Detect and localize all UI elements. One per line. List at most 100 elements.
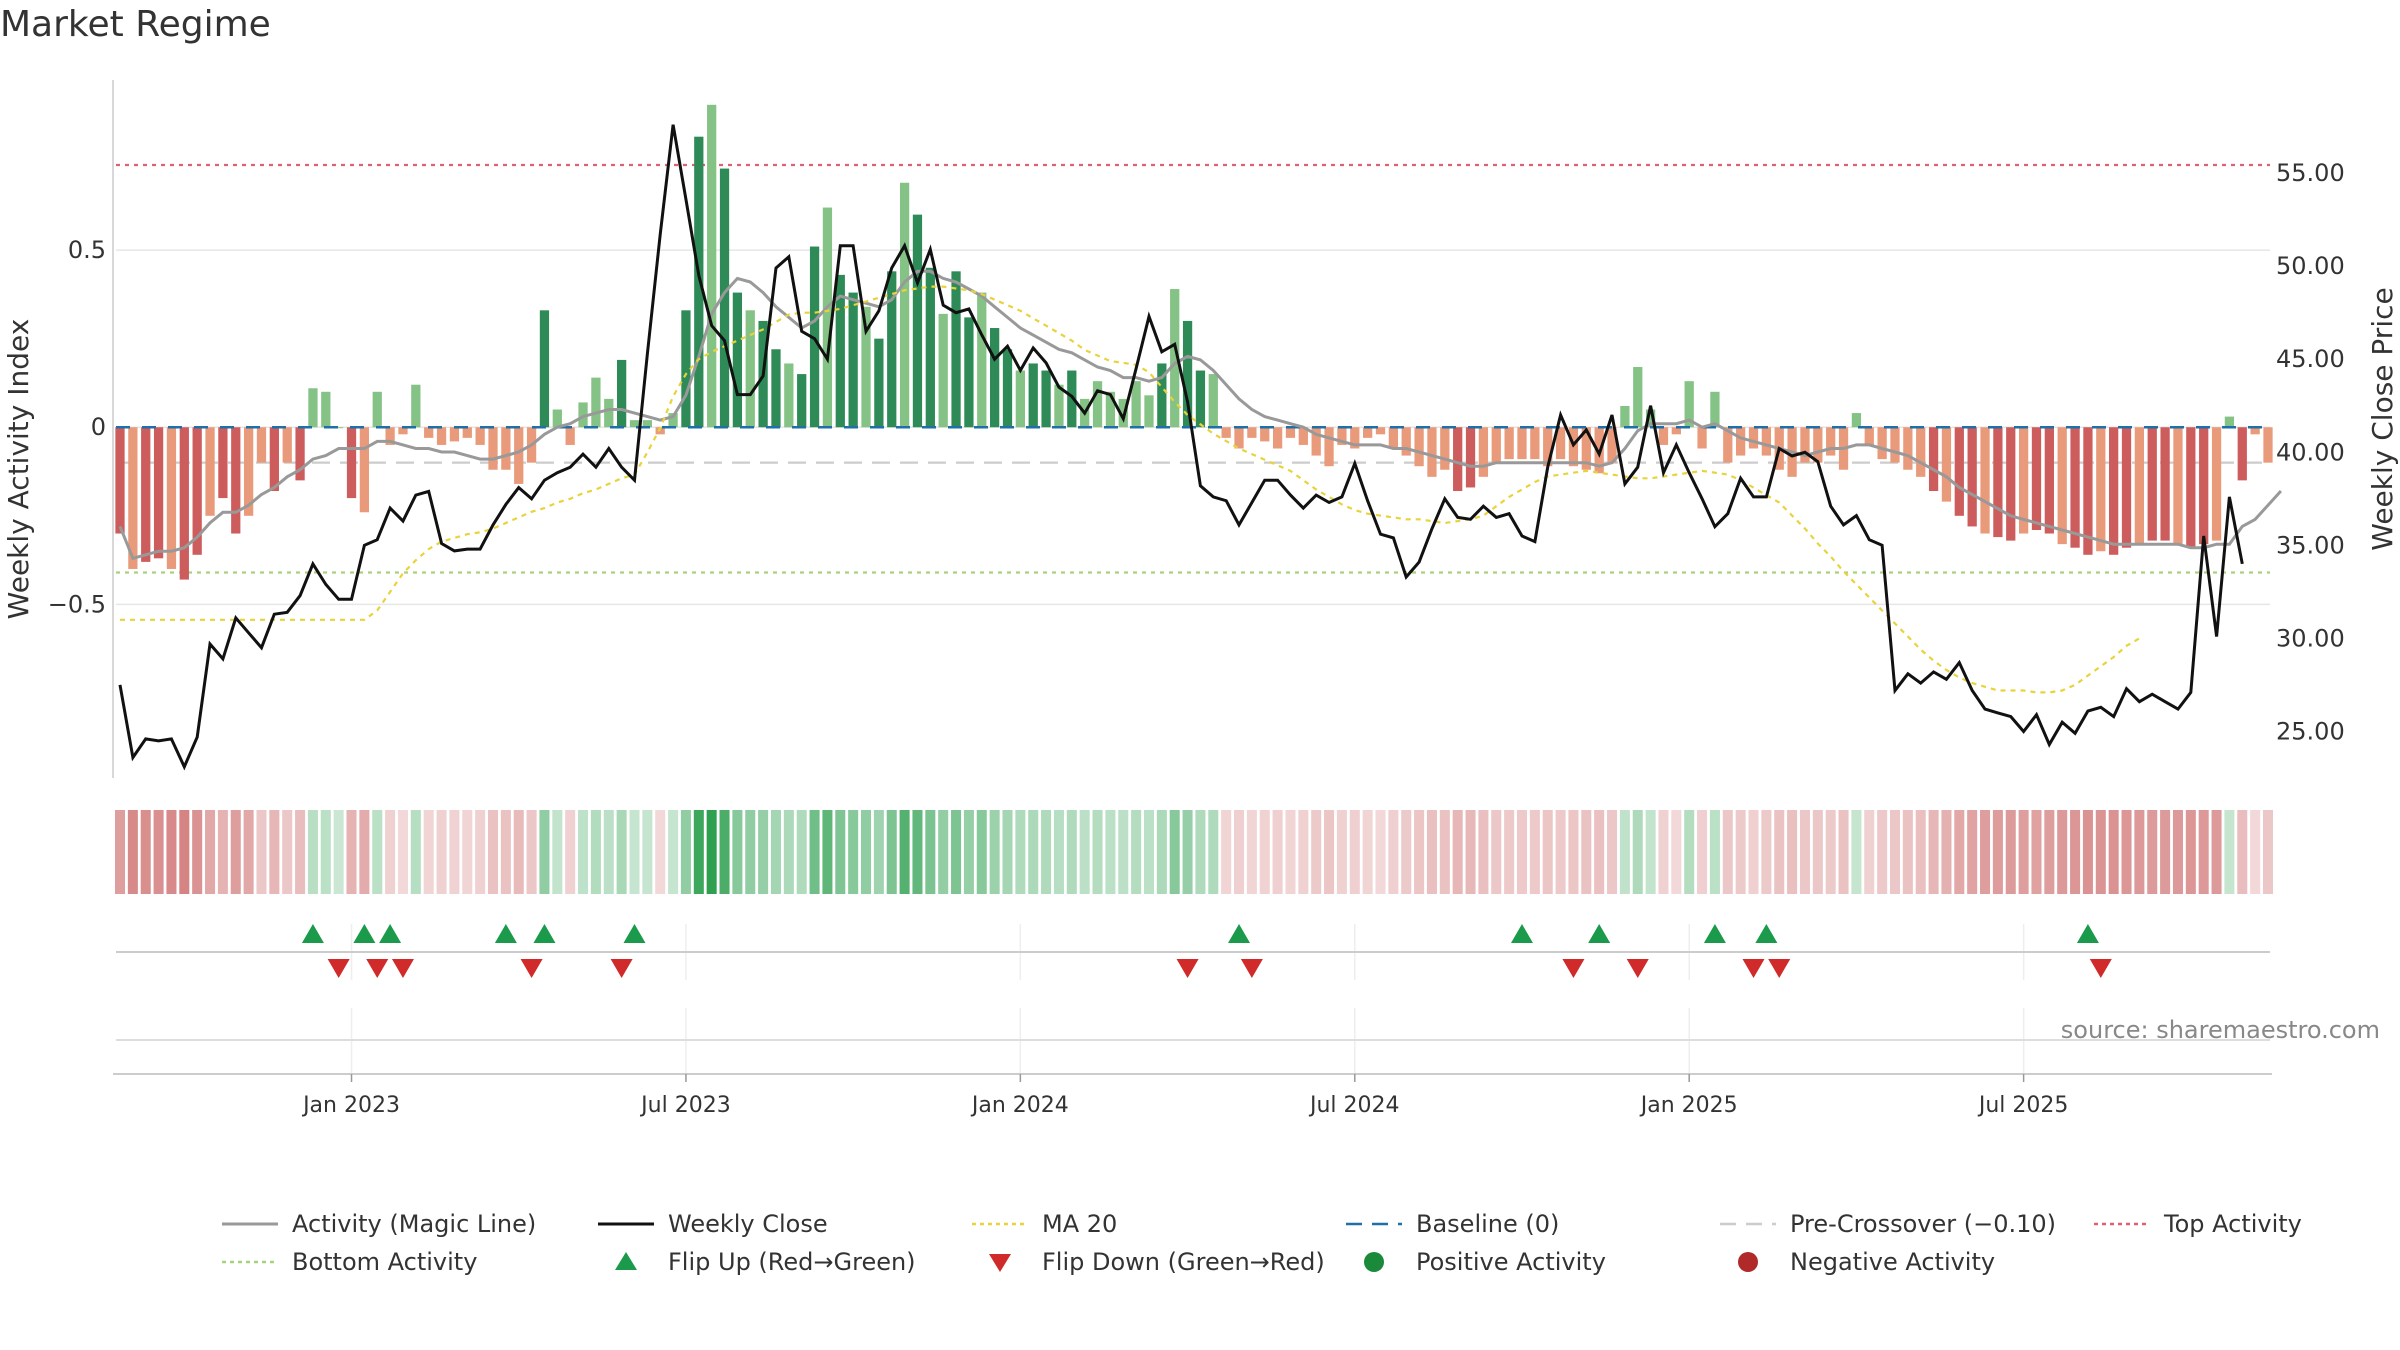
regime-strip-cell <box>2108 810 2119 894</box>
activity-bar-negative <box>2109 427 2119 555</box>
right-axis-tick-label: 25.00 <box>2276 717 2345 745</box>
activity-bar-negative <box>1260 427 1270 442</box>
regime-strip-cell <box>153 810 164 894</box>
activity-bar-negative <box>1826 427 1836 456</box>
regime-strip-cell <box>1002 810 1013 894</box>
activity-bar-positive <box>809 246 820 428</box>
activity-bar-negative <box>2044 427 2054 534</box>
regime-strip-cell <box>217 810 228 894</box>
regime-strip-cell <box>295 810 306 894</box>
legend-label: MA 20 <box>1042 1210 1117 1238</box>
regime-strip-cell <box>166 810 177 894</box>
regime-strip-cell <box>809 810 820 894</box>
source-note: source: sharemaestro.com <box>2061 1016 2380 1044</box>
activity-bar-positive <box>1105 391 1116 428</box>
flip-down-marker <box>366 959 389 978</box>
regime-strip-cell <box>397 810 408 894</box>
activity-bar-positive <box>771 349 781 428</box>
legend-item: Weekly Close <box>598 1210 828 1238</box>
activity-bar-positive <box>797 374 807 428</box>
regime-strip-cell <box>1504 810 1515 894</box>
regime-strip-cell <box>1645 810 1656 894</box>
flip-down-marker <box>1768 959 1791 978</box>
regime-strip-cell <box>590 810 601 894</box>
regime-strip-cell <box>1259 810 1270 894</box>
activity-bar-negative <box>1350 427 1360 449</box>
regime-strip-cell <box>230 810 241 894</box>
activity-bar-negative <box>398 427 408 435</box>
regime-strip-cell <box>1336 810 1347 894</box>
activity-bar-negative <box>1723 427 1733 463</box>
activity-bar-negative <box>2018 427 2029 534</box>
activity-bar-negative <box>2211 427 2222 541</box>
activity-bar-negative <box>1800 427 1810 463</box>
activity-bar-negative <box>2070 427 2080 548</box>
activity-bar-positive <box>1002 349 1013 428</box>
regime-strip-cell <box>1864 810 1875 894</box>
activity-bar-negative <box>501 427 511 470</box>
regime-strip-cell <box>1992 810 2003 894</box>
regime-strip-cell <box>2057 810 2068 894</box>
regime-strip-cell <box>410 810 421 894</box>
activity-bar-negative <box>1736 427 1746 456</box>
flip-up-marker <box>1510 924 1533 943</box>
activity-bar-negative <box>115 427 125 534</box>
regime-strip-cell <box>1812 810 1823 894</box>
activity-bar-negative <box>1414 427 1424 467</box>
flip-up-marker <box>1588 924 1611 943</box>
regime-strip-cell <box>693 810 704 894</box>
activity-bar-positive <box>616 359 627 428</box>
activity-bar-negative <box>2006 427 2016 541</box>
regime-strip-cell <box>2121 810 2132 894</box>
legend-label: Flip Down (Green→Red) <box>1042 1248 1325 1276</box>
regime-strip-cell <box>1542 810 1553 894</box>
legend-item: Flip Up (Red→Green) <box>615 1248 916 1276</box>
regime-strip-cell <box>1722 810 1733 894</box>
regime-strip-cell <box>860 810 872 894</box>
regime-strip-cell <box>449 810 460 894</box>
activity-bar-negative <box>269 427 279 492</box>
regime-strip-cell <box>1915 810 1926 894</box>
activity-bar-negative <box>565 427 575 445</box>
activity-bar-negative <box>1697 427 1707 449</box>
activity-bar-negative <box>1465 427 1476 488</box>
activity-bar-negative <box>1221 427 1231 438</box>
activity-bar-negative <box>166 427 177 569</box>
regime-strip-cell <box>1324 810 1335 894</box>
activity-bar-negative <box>1517 427 1527 460</box>
activity-bar-negative <box>2173 427 2183 545</box>
activity-bar-negative <box>295 427 305 481</box>
activity-bar-positive <box>1054 384 1064 428</box>
activity-bar-positive <box>835 274 845 428</box>
activity-bar-negative <box>655 427 665 435</box>
flip-up-marker <box>353 924 376 943</box>
regime-strip-cell <box>1697 810 1708 894</box>
regime-strip-cell <box>1902 810 1913 894</box>
regime-strip-cell <box>1607 810 1618 894</box>
regime-strip-cell <box>951 810 962 894</box>
activity-bar-negative <box>231 427 241 534</box>
activity-bar-positive <box>411 384 421 428</box>
regime-strip-cell <box>2070 810 2081 894</box>
activity-bar-positive <box>334 427 344 429</box>
regime-strip-cell <box>1581 810 1592 894</box>
activity-bar-positive <box>681 310 691 428</box>
activity-bar-negative <box>179 427 189 580</box>
activity-bar-positive <box>732 292 743 428</box>
flip-down-marker <box>391 959 414 978</box>
activity-bar-negative <box>1980 427 1990 534</box>
activity-bar-negative <box>1877 427 1887 460</box>
activity-bar-negative <box>1272 427 1283 449</box>
flip-down-marker <box>1176 959 1199 978</box>
activity-bar-positive <box>1633 366 1643 428</box>
activity-bar-positive <box>887 271 897 428</box>
legend-dot-icon <box>1364 1252 1384 1272</box>
regime-strip-cell <box>1684 810 1695 894</box>
legend-item: Pre-Crossover (−0.10) <box>1720 1210 2056 1238</box>
activity-bar-negative <box>475 427 485 445</box>
legend-label: Weekly Close <box>668 1210 828 1238</box>
regime-strip-cell <box>796 810 807 894</box>
activity-bar-positive <box>1620 405 1630 428</box>
regime-strip-cell <box>1658 810 1669 894</box>
